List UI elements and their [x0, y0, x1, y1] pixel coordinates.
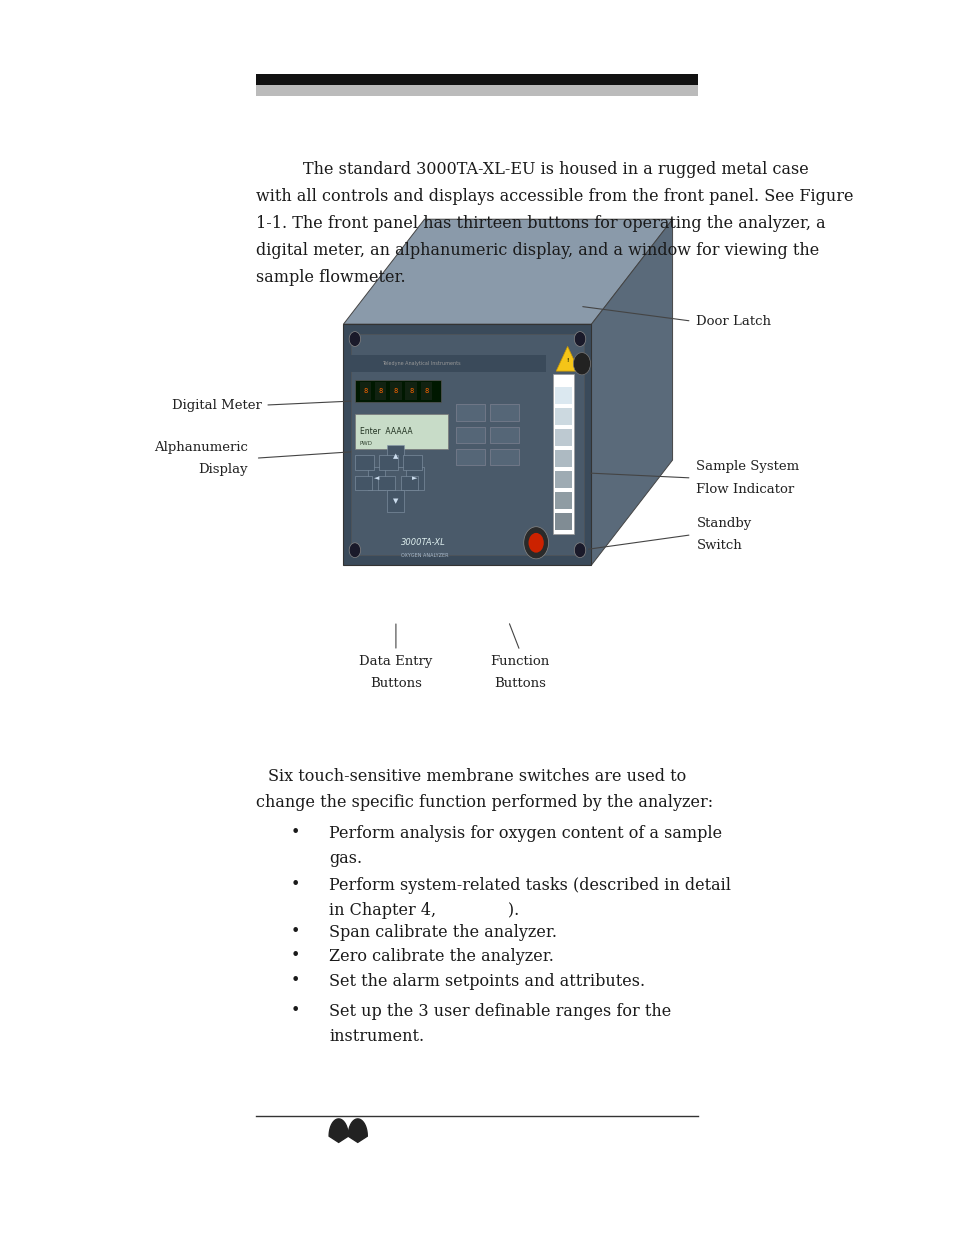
- Text: Six touch-sensitive membrane switches are used to: Six touch-sensitive membrane switches ar…: [268, 768, 685, 785]
- Text: Switch: Switch: [696, 540, 741, 552]
- Text: OXYGEN ANALYZER: OXYGEN ANALYZER: [400, 552, 448, 558]
- Text: Perform analysis for oxygen content of a sample: Perform analysis for oxygen content of a…: [329, 825, 721, 842]
- Bar: [456, 427, 484, 443]
- Bar: [555, 451, 572, 468]
- Text: 3000TA-XL: 3000TA-XL: [400, 538, 445, 547]
- Bar: [400, 477, 417, 490]
- Bar: [490, 427, 518, 443]
- Bar: [456, 405, 484, 420]
- Bar: [456, 450, 484, 466]
- Bar: [351, 335, 583, 556]
- Text: •: •: [291, 877, 300, 892]
- Text: Span calibrate the analyzer.: Span calibrate the analyzer.: [329, 924, 557, 941]
- Bar: [555, 388, 572, 405]
- Bar: [553, 374, 574, 535]
- Circle shape: [349, 331, 360, 347]
- Bar: [355, 415, 448, 450]
- Text: in Chapter 4,              ).: in Chapter 4, ).: [329, 902, 518, 919]
- Text: 8: 8: [363, 388, 367, 394]
- Bar: [420, 383, 432, 400]
- Bar: [555, 472, 572, 489]
- Bar: [387, 446, 404, 468]
- Text: Set up the 3 user definable ranges for the: Set up the 3 user definable ranges for t…: [329, 1003, 671, 1020]
- Text: digital meter, an alphanumeric display, and a window for viewing the: digital meter, an alphanumeric display, …: [255, 242, 818, 259]
- Bar: [387, 490, 404, 513]
- Text: PWD: PWD: [359, 441, 373, 447]
- Bar: [355, 477, 372, 490]
- Bar: [555, 408, 572, 425]
- Text: Data Entry: Data Entry: [359, 655, 432, 668]
- Bar: [343, 325, 591, 566]
- Bar: [378, 456, 397, 471]
- Text: Digital Meter: Digital Meter: [172, 399, 262, 411]
- Text: 8: 8: [409, 388, 413, 394]
- Text: ▲: ▲: [393, 453, 398, 459]
- Circle shape: [574, 543, 585, 558]
- Text: •: •: [291, 825, 300, 840]
- Bar: [390, 383, 401, 400]
- Text: ◄: ◄: [374, 475, 379, 482]
- Text: Perform system-related tasks (described in detail: Perform system-related tasks (described …: [329, 877, 730, 894]
- Polygon shape: [556, 347, 578, 370]
- Bar: [355, 456, 374, 471]
- Text: Function: Function: [490, 655, 549, 668]
- Text: instrument.: instrument.: [329, 1028, 424, 1045]
- Text: Alphanumeric: Alphanumeric: [154, 441, 248, 453]
- Text: !: !: [566, 357, 568, 363]
- Bar: [355, 380, 440, 403]
- Bar: [255, 85, 698, 96]
- Bar: [490, 405, 518, 420]
- Bar: [351, 356, 545, 373]
- Circle shape: [573, 352, 590, 375]
- Text: Zero calibrate the analyzer.: Zero calibrate the analyzer.: [329, 948, 554, 966]
- Bar: [555, 493, 572, 509]
- Text: Buttons: Buttons: [494, 677, 545, 690]
- Circle shape: [528, 534, 543, 553]
- Bar: [402, 456, 421, 471]
- Text: with all controls and displays accessible from the front panel. See Figure: with all controls and displays accessibl…: [255, 188, 852, 205]
- Text: •: •: [291, 924, 300, 939]
- Text: Standby: Standby: [696, 517, 751, 530]
- Polygon shape: [591, 220, 672, 566]
- Text: sample flowmeter.: sample flowmeter.: [255, 269, 405, 287]
- Bar: [377, 477, 395, 490]
- Text: Flow Indicator: Flow Indicator: [696, 483, 794, 495]
- Text: 1-1. The front panel has thirteen buttons for operating the analyzer, a: 1-1. The front panel has thirteen button…: [255, 215, 824, 232]
- Bar: [359, 383, 371, 400]
- Bar: [255, 74, 698, 85]
- Text: Buttons: Buttons: [370, 677, 421, 690]
- Text: The standard 3000TA-XL-EU is housed in a rugged metal case: The standard 3000TA-XL-EU is housed in a…: [303, 161, 808, 178]
- Bar: [555, 429, 572, 446]
- Circle shape: [349, 543, 360, 558]
- Circle shape: [574, 331, 585, 347]
- Text: change the specific function performed by the analyzer:: change the specific function performed b…: [255, 794, 712, 811]
- Bar: [406, 468, 423, 490]
- Polygon shape: [343, 220, 672, 325]
- Bar: [490, 450, 518, 466]
- Text: Set the alarm setpoints and attributes.: Set the alarm setpoints and attributes.: [329, 973, 644, 990]
- Bar: [405, 383, 416, 400]
- Text: ▼: ▼: [393, 498, 398, 504]
- Bar: [375, 383, 386, 400]
- Text: Teledyne Analytical Instruments: Teledyne Analytical Instruments: [381, 361, 459, 367]
- Text: 8: 8: [424, 388, 428, 394]
- Text: Enter  AAAAA: Enter AAAAA: [359, 427, 412, 436]
- Text: ►: ►: [412, 475, 417, 482]
- Bar: [368, 468, 385, 490]
- Text: Door Latch: Door Latch: [696, 315, 771, 327]
- Text: •: •: [291, 1003, 300, 1018]
- Polygon shape: [329, 1119, 348, 1142]
- Circle shape: [523, 527, 548, 558]
- Text: 8: 8: [378, 388, 382, 394]
- Text: •: •: [291, 948, 300, 963]
- Text: 8: 8: [394, 388, 397, 394]
- Text: Display: Display: [198, 463, 248, 475]
- Polygon shape: [348, 1119, 367, 1142]
- Text: gas.: gas.: [329, 850, 362, 867]
- Bar: [555, 514, 572, 531]
- Text: •: •: [291, 973, 300, 988]
- Text: Sample System: Sample System: [696, 461, 799, 473]
